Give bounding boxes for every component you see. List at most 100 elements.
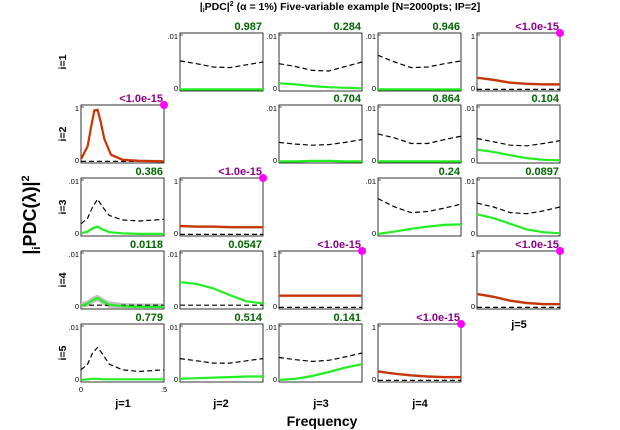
pdc-curve-r4c2	[179, 281, 264, 305]
pdc-curve-r4c5	[476, 292, 560, 306]
panel-frame-r3c1	[80, 177, 165, 237]
pvalue-label-r2c5: 0.104	[531, 93, 559, 105]
pvalue-label-r2c1: <1.0e-15	[119, 93, 163, 105]
pvalue-label-r1c3: 0.284	[333, 21, 361, 33]
pdc-curve-r5c2	[179, 375, 263, 380]
col-label-3: j=3	[312, 398, 329, 410]
pdc-curve-r2c1	[80, 108, 165, 163]
y-tick-bottom-r1c4: 0	[372, 84, 376, 93]
pdc-curve-r2c5	[476, 148, 561, 162]
y-tick-top-r5c3: .01	[267, 323, 277, 332]
pvalue-label-r5c1: 0.779	[135, 312, 163, 324]
y-tick-bottom-r2c4: 0	[372, 156, 376, 165]
row-label-1: i=1	[57, 54, 69, 69]
pdc-curve-r5c1	[80, 377, 164, 381]
y-tick-top-r3c1: .01	[69, 177, 79, 186]
pvalue-label-r2c3: 0.704	[333, 93, 361, 105]
y-tick-top-r5c2: .01	[168, 323, 178, 332]
threshold-line-r2c3	[278, 139, 363, 146]
significance-marker-r2c1	[160, 101, 168, 109]
threshold-line-r2c5	[476, 137, 561, 147]
pvalue-label-r3c4: 0.24	[439, 166, 461, 178]
panel-frame-r4c3	[278, 250, 363, 310]
pdc-curve-r1c5	[476, 76, 560, 86]
y-tick-top-r1c5: 1	[471, 32, 475, 41]
y-tick-top-r5c1: .01	[69, 323, 79, 332]
threshold-line-r5c3	[278, 352, 363, 363]
y-tick-bottom-r3c2: 0	[174, 229, 178, 238]
y-tick-top-r3c4: .01	[366, 177, 376, 186]
panel-r1c2: .01 0 0.987	[168, 21, 264, 93]
panel-frame-r5c3	[278, 323, 363, 383]
panel-frame-r4c2	[179, 250, 264, 310]
pvalue-label-r1c5: <1.0e-15	[515, 21, 559, 33]
x-axis-label: Frequency	[287, 413, 358, 429]
row-label-5: i=5	[57, 345, 69, 360]
y-tick-bottom-r3c4: 0	[372, 229, 376, 238]
panel-frame-r5c2	[179, 323, 264, 383]
y-tick-top-r2c1: 1	[75, 104, 79, 113]
panel-r4c1: .01 0 0.0118	[69, 239, 165, 311]
panel-r1c4: .01 0 0.946	[366, 21, 462, 93]
panel-r2c1: 1 0 <1.0e-15	[75, 93, 168, 165]
panel-frame-r4c5	[476, 250, 561, 310]
y-tick-bottom-r1c3: 0	[273, 84, 277, 93]
pvalue-label-r3c1: 0.386	[135, 166, 163, 178]
panel-r1c5: 1 0 <1.0e-15	[471, 21, 564, 93]
y-tick-bottom-r1c5: 0	[471, 84, 475, 93]
panel-r2c5: .01 0 0.104	[465, 93, 561, 165]
panel-r5c2: .01 0 0.514	[168, 312, 264, 384]
panel-r3c4: .01 0 0.24	[366, 166, 462, 238]
y-tick-top-r1c4: .01	[366, 32, 376, 41]
col-label-4: j=4	[411, 398, 428, 410]
confidence-band-r4c1	[81, 294, 164, 308]
panel-r3c5: .01 0 0.0897	[465, 166, 561, 238]
significance-marker-r5c4	[457, 320, 465, 328]
y-tick-bottom-r5c4: 0	[372, 375, 376, 384]
panel-r4c2: .01 0 0.0547	[168, 239, 264, 311]
y-tick-bottom-r3c5: 0	[471, 229, 475, 238]
pvalue-label-r2c4: 0.864	[432, 93, 460, 105]
threshold-line-r1c4	[377, 54, 462, 69]
y-tick-bottom-r4c2: 0	[174, 302, 178, 311]
pdc-curve-r3c5	[476, 213, 561, 235]
pdc-curve-r5c3	[278, 363, 363, 381]
col-label-2: j=2	[212, 398, 229, 410]
y-tick-top-r1c3: .01	[267, 32, 277, 41]
pvalue-label-r3c5: 0.0897	[525, 166, 559, 178]
pvalue-label-r4c5: <1.0e-15	[515, 239, 559, 251]
threshold-line-r2c4	[377, 133, 462, 145]
y-tick-bottom-r3c1: 0	[75, 229, 79, 238]
panel-frame-r5c1	[80, 323, 165, 383]
col-label-1: j=1	[114, 398, 131, 410]
row-label-2: i=2	[57, 126, 69, 141]
threshold-line-r5c1	[80, 346, 165, 373]
y-tick-top-r1c2: .01	[168, 32, 178, 41]
panel-r4c3: 1 0 <1.0e-15	[273, 239, 366, 311]
y-tick-bottom-r4c1: 0	[75, 302, 79, 311]
pdc-curve-r1c3	[278, 82, 363, 90]
pvalue-label-r5c4: <1.0e-15	[416, 312, 460, 324]
y-tick-bottom-r4c3: 0	[273, 302, 277, 311]
y-tick-top-r4c1: .01	[69, 250, 79, 259]
pdc-curve-r3c2	[179, 224, 263, 229]
y-axis-label: |iPDC(λ)|2	[20, 175, 43, 254]
y-tick-bottom-r4c5: 0	[471, 302, 475, 311]
panel-r5c1: .01 0 0.779 0 .5	[69, 312, 168, 394]
y-tick-top-r4c2: .01	[168, 250, 178, 259]
threshold-line-r3c4	[377, 198, 462, 214]
panel-frame-r2c3	[278, 104, 363, 164]
pdc-curve-r3c1	[80, 225, 164, 235]
panel-r3c2: 1 0 <1.0e-15	[174, 166, 267, 238]
y-tick-bottom-r5c2: 0	[174, 375, 178, 384]
threshold-line-r1c2	[179, 60, 264, 69]
pdc-curve-r4c1	[80, 296, 164, 308]
panel-frame-r1c4	[377, 32, 462, 92]
y-tick-top-r3c5: .01	[465, 177, 475, 186]
panel-frame-r2c4	[377, 104, 462, 164]
panel-frame-r2c5	[476, 104, 561, 164]
y-tick-bottom-r5c3: 0	[273, 375, 277, 384]
y-tick-top-r4c3: 1	[273, 250, 277, 259]
y-tick-top-r3c2: 1	[174, 177, 178, 186]
